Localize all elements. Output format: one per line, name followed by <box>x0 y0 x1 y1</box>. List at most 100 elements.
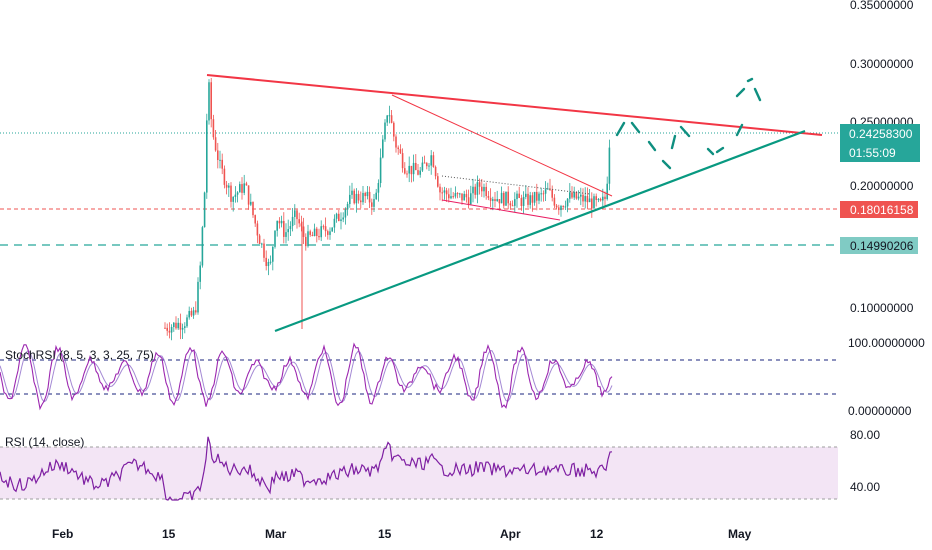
candle-body-94[interactable] <box>371 202 373 207</box>
candlestick-series[interactable] <box>164 77 611 341</box>
candle-body-115[interactable] <box>417 170 419 175</box>
candle-body-98[interactable] <box>379 157 382 184</box>
candle-body-121[interactable] <box>430 155 432 166</box>
candle-body-193[interactable] <box>588 198 591 203</box>
candle-body-19[interactable] <box>206 120 208 193</box>
candle-body-2[interactable] <box>168 330 171 333</box>
candle-body-89[interactable] <box>360 200 362 203</box>
candle-body-198[interactable] <box>599 198 602 201</box>
candle-body-110[interactable] <box>406 173 408 175</box>
candle-body-179[interactable] <box>558 207 560 211</box>
candle-body-73[interactable] <box>324 226 327 232</box>
candle-body-87[interactable] <box>355 193 358 204</box>
candle-body-39[interactable] <box>250 201 252 205</box>
candle-body-53[interactable] <box>280 220 283 224</box>
candle-body-160[interactable] <box>516 193 518 200</box>
candle-body-128[interactable] <box>445 190 448 195</box>
rsi-line[interactable] <box>0 436 613 501</box>
candle-body-77[interactable] <box>333 218 336 228</box>
candle-body-151[interactable] <box>496 199 498 202</box>
candle-body-162[interactable] <box>520 197 523 206</box>
candle-body-15[interactable] <box>197 281 199 313</box>
candle-body-190[interactable] <box>582 194 584 202</box>
candle-body-32[interactable] <box>234 194 237 197</box>
candle-body-134[interactable] <box>459 193 461 195</box>
candle-body-92[interactable] <box>366 191 369 197</box>
candle-body-22[interactable] <box>212 119 215 138</box>
candle-body-99[interactable] <box>382 139 384 158</box>
candle-body-16[interactable] <box>199 265 201 282</box>
candle-body-84[interactable] <box>349 194 351 205</box>
candle-body-3[interactable] <box>170 327 173 333</box>
candle-body-78[interactable] <box>335 213 338 219</box>
candle-body-20[interactable] <box>208 82 210 121</box>
candle-body-61[interactable] <box>298 219 300 224</box>
candle-body-90[interactable] <box>362 192 364 203</box>
candle-body-7[interactable] <box>179 322 182 330</box>
candle-body-42[interactable] <box>256 223 259 236</box>
stoch-k-line[interactable] <box>0 342 613 411</box>
candle-body-66[interactable] <box>309 231 311 235</box>
candle-body-119[interactable] <box>426 163 428 167</box>
candle-body-56[interactable] <box>287 229 289 233</box>
candle-body-106[interactable] <box>397 147 399 150</box>
candle-body-65[interactable] <box>307 231 309 247</box>
candle-body-142[interactable] <box>476 182 479 195</box>
candle-body-197[interactable] <box>597 198 600 201</box>
candle-body-97[interactable] <box>377 183 380 193</box>
candle-body-131[interactable] <box>452 196 454 198</box>
candle-body-49[interactable] <box>272 246 274 262</box>
teal-level-tag[interactable] <box>840 237 918 254</box>
candle-body-120[interactable] <box>428 165 430 167</box>
candle-body-109[interactable] <box>404 168 406 174</box>
candle-body-108[interactable] <box>401 153 404 169</box>
candle-body-17[interactable] <box>201 227 204 266</box>
candle-body-182[interactable] <box>564 206 567 208</box>
candle-body-146[interactable] <box>485 186 487 197</box>
candle-body-63[interactable] <box>302 226 305 237</box>
candle-body-147[interactable] <box>487 196 490 198</box>
candle-body-101[interactable] <box>386 115 388 123</box>
candle-body-71[interactable] <box>320 226 322 238</box>
candle-body-129[interactable] <box>448 194 450 199</box>
candle-body-144[interactable] <box>481 186 483 192</box>
candle-body-136[interactable] <box>463 193 465 201</box>
candle-body-126[interactable] <box>441 192 443 194</box>
candle-body-105[interactable] <box>395 136 397 148</box>
candle-body-29[interactable] <box>228 185 230 188</box>
candle-body-96[interactable] <box>375 192 377 200</box>
candle-body-95[interactable] <box>373 199 375 207</box>
candle-body-172[interactable] <box>542 193 545 195</box>
candle-body-31[interactable] <box>232 196 234 202</box>
stoch-d-line[interactable] <box>0 349 613 403</box>
candle-body-11[interactable] <box>188 310 190 318</box>
candle-body-165[interactable] <box>527 193 529 205</box>
candle-body-59[interactable] <box>294 210 296 217</box>
candle-body-139[interactable] <box>470 193 472 205</box>
candle-body-141[interactable] <box>474 186 476 195</box>
candle-body-156[interactable] <box>507 191 509 204</box>
candle-body-143[interactable] <box>478 182 481 187</box>
candle-body-36[interactable] <box>243 183 245 193</box>
candle-body-14[interactable] <box>195 310 197 313</box>
candle-body-9[interactable] <box>184 326 186 328</box>
candle-body-33[interactable] <box>236 192 239 195</box>
candle-body-161[interactable] <box>518 193 520 198</box>
candle-body-184[interactable] <box>569 192 571 199</box>
candle-body-10[interactable] <box>186 317 188 327</box>
candle-body-192[interactable] <box>586 196 589 203</box>
candle-body-145[interactable] <box>483 186 485 192</box>
candle-body-41[interactable] <box>254 215 256 224</box>
inner-falling-line[interactable] <box>391 94 613 197</box>
candle-body-67[interactable] <box>311 234 314 237</box>
candle-body-75[interactable] <box>329 231 331 235</box>
candle-body-191[interactable] <box>584 196 586 202</box>
candle-body-153[interactable] <box>500 192 503 204</box>
candle-body-25[interactable] <box>219 159 221 161</box>
candle-body-13[interactable] <box>192 310 195 316</box>
candle-body-46[interactable] <box>265 257 267 267</box>
candle-body-27[interactable] <box>223 168 226 185</box>
candle-body-149[interactable] <box>492 199 494 201</box>
candle-body-158[interactable] <box>511 205 514 207</box>
candle-body-6[interactable] <box>177 322 179 329</box>
